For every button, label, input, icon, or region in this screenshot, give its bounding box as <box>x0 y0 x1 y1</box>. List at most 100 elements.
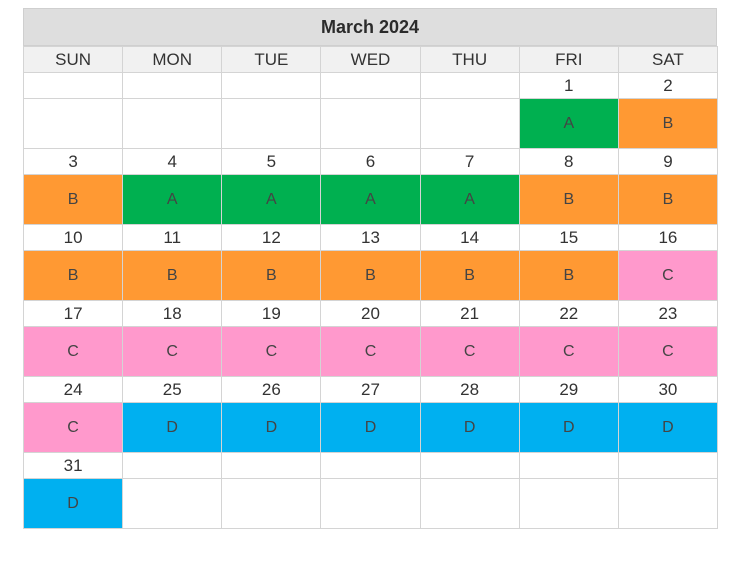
shift-cell-a[interactable]: A <box>419 174 520 225</box>
date-number[interactable]: 19 <box>221 300 322 327</box>
shift-cell-c[interactable]: C <box>122 326 223 377</box>
empty-date-cell <box>320 72 421 99</box>
date-number[interactable]: 10 <box>23 224 124 251</box>
shift-cell-b[interactable]: B <box>617 174 718 225</box>
empty-shift-cell <box>221 478 322 529</box>
empty-shift-cell <box>221 98 322 149</box>
shift-cell-b[interactable]: B <box>518 174 619 225</box>
shift-cell-a[interactable]: A <box>221 174 322 225</box>
shift-cell-c[interactable]: C <box>518 326 619 377</box>
shift-cell-a[interactable]: A <box>320 174 421 225</box>
empty-shift-cell <box>320 478 421 529</box>
empty-shift-cell <box>122 98 223 149</box>
date-number[interactable]: 18 <box>122 300 223 327</box>
week-row: 10 11 12 13 14 15 16 B B B B B B C <box>23 224 718 301</box>
week-row: 24 25 26 27 28 29 30 C D D D D D D <box>23 376 718 453</box>
date-number[interactable]: 22 <box>518 300 619 327</box>
weekday-mon: MON <box>122 46 223 73</box>
date-number[interactable]: 9 <box>617 148 718 175</box>
empty-date-cell <box>617 452 718 479</box>
date-number[interactable]: 11 <box>122 224 223 251</box>
empty-shift-cell <box>23 98 124 149</box>
date-number[interactable]: 1 <box>518 72 619 99</box>
empty-date-cell <box>419 72 520 99</box>
weekday-header-row: SUN MON TUE WED THU FRI SAT <box>23 46 718 73</box>
empty-shift-cell <box>518 478 619 529</box>
shift-cell-d[interactable]: D <box>617 402 718 453</box>
date-number[interactable]: 7 <box>419 148 520 175</box>
shift-cell-c[interactable]: C <box>23 402 124 453</box>
empty-shift-cell <box>320 98 421 149</box>
empty-date-cell <box>221 72 322 99</box>
empty-date-cell <box>320 452 421 479</box>
date-number[interactable]: 20 <box>320 300 421 327</box>
empty-date-cell <box>419 452 520 479</box>
date-number[interactable]: 15 <box>518 224 619 251</box>
date-number[interactable]: 26 <box>221 376 322 403</box>
shift-cell-b[interactable]: B <box>23 250 124 301</box>
calendar-title: March 2024 <box>23 8 717 46</box>
shift-cell-c[interactable]: C <box>221 326 322 377</box>
weekday-sun: SUN <box>23 46 124 73</box>
date-number[interactable]: 28 <box>419 376 520 403</box>
weekday-thu: THU <box>419 46 520 73</box>
date-number[interactable]: 23 <box>617 300 718 327</box>
week-row: 31 D <box>23 452 718 529</box>
date-number[interactable]: 16 <box>617 224 718 251</box>
shift-cell-a[interactable]: A <box>518 98 619 149</box>
empty-date-cell <box>518 452 619 479</box>
shift-cell-d[interactable]: D <box>518 402 619 453</box>
date-number[interactable]: 30 <box>617 376 718 403</box>
shift-cell-a[interactable]: A <box>122 174 223 225</box>
date-number[interactable]: 14 <box>419 224 520 251</box>
shift-cell-b[interactable]: B <box>122 250 223 301</box>
shift-cell-b[interactable]: B <box>419 250 520 301</box>
empty-date-cell <box>23 72 124 99</box>
date-number[interactable]: 29 <box>518 376 619 403</box>
empty-shift-cell <box>617 478 718 529</box>
empty-date-cell <box>122 452 223 479</box>
date-number[interactable]: 25 <box>122 376 223 403</box>
week-row: 17 18 19 20 21 22 23 C C C C C C C <box>23 300 718 377</box>
date-number[interactable]: 3 <box>23 148 124 175</box>
weekday-sat: SAT <box>617 46 718 73</box>
weekday-wed: WED <box>320 46 421 73</box>
shift-cell-d[interactable]: D <box>419 402 520 453</box>
date-number[interactable]: 4 <box>122 148 223 175</box>
date-number[interactable]: 12 <box>221 224 322 251</box>
date-number[interactable]: 2 <box>617 72 718 99</box>
shift-cell-b[interactable]: B <box>23 174 124 225</box>
empty-shift-cell <box>419 98 520 149</box>
shift-cell-b[interactable]: B <box>320 250 421 301</box>
date-number[interactable]: 27 <box>320 376 421 403</box>
date-number[interactable]: 13 <box>320 224 421 251</box>
shift-cell-c[interactable]: C <box>617 250 718 301</box>
shift-cell-d[interactable]: D <box>122 402 223 453</box>
date-number[interactable]: 31 <box>23 452 124 479</box>
shift-cell-c[interactable]: C <box>320 326 421 377</box>
empty-date-cell <box>122 72 223 99</box>
shift-cell-c[interactable]: C <box>23 326 124 377</box>
calendar-weeks: 1 2 A B 3 4 5 6 7 8 9 B A A A A B B 10 11 12 13 14 15 16 B B B B B B C 1… <box>23 72 718 529</box>
shift-cell-c[interactable]: C <box>419 326 520 377</box>
date-number[interactable]: 6 <box>320 148 421 175</box>
date-number[interactable]: 17 <box>23 300 124 327</box>
shift-cell-b[interactable]: B <box>221 250 322 301</box>
shift-cell-c[interactable]: C <box>617 326 718 377</box>
weekday-tue: TUE <box>221 46 322 73</box>
date-number[interactable]: 24 <box>23 376 124 403</box>
weekday-fri: FRI <box>518 46 619 73</box>
shift-cell-b[interactable]: B <box>617 98 718 149</box>
shift-cell-d[interactable]: D <box>23 478 124 529</box>
date-number[interactable]: 5 <box>221 148 322 175</box>
date-number[interactable]: 21 <box>419 300 520 327</box>
date-number[interactable]: 8 <box>518 148 619 175</box>
shift-cell-d[interactable]: D <box>221 402 322 453</box>
shift-cell-d[interactable]: D <box>320 402 421 453</box>
shift-cell-b[interactable]: B <box>518 250 619 301</box>
empty-date-cell <box>221 452 322 479</box>
empty-shift-cell <box>419 478 520 529</box>
